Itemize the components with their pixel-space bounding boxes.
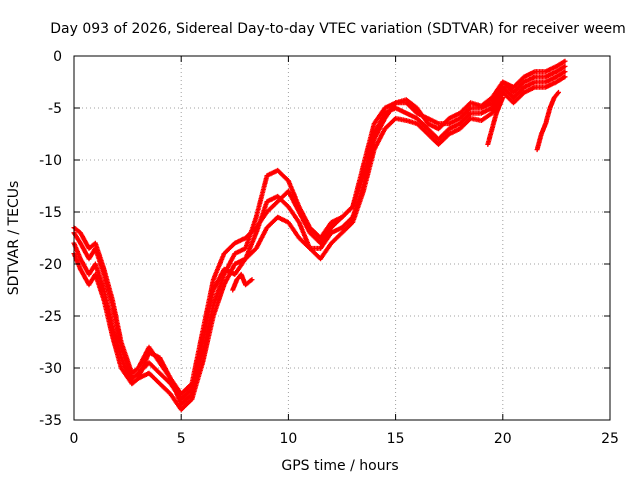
plot-frame (73, 55, 611, 421)
x-tick-label: 20 (494, 431, 512, 447)
x-axis-label: GPS time / hours (281, 458, 398, 474)
y-tick-label: -5 (48, 101, 62, 117)
y-tick-label: -15 (39, 205, 62, 221)
y-tick-label: -10 (39, 153, 62, 169)
x-tick-label: 10 (279, 431, 297, 447)
x-tick-label: 0 (70, 431, 79, 447)
y-tick-label: -25 (39, 309, 62, 325)
y-tick-label: 0 (53, 49, 62, 65)
x-axis-ticks: 0 5 10 15 20 25 (70, 56, 619, 447)
y-axis-ticks: 0 -5 -10 -15 -20 -25 -30 -35 (39, 49, 610, 429)
plot-area (71, 58, 568, 413)
data-series-6 (534, 89, 561, 153)
data-series-5 (485, 95, 506, 147)
x-tick-label: 5 (177, 431, 186, 447)
data-series-7 (230, 271, 255, 293)
x-tick-label: 15 (387, 431, 405, 447)
y-tick-label: -30 (39, 361, 62, 377)
y-axis-label: SDTVAR / TECUs (6, 181, 22, 296)
series-markers (534, 89, 561, 153)
series-markers (230, 271, 255, 293)
series-markers (485, 95, 506, 147)
chart-title: Day 093 of 2026, Sidereal Day-to-day VTE… (50, 21, 626, 37)
y-tick-label: -20 (39, 257, 62, 273)
y-tick-label: -35 (39, 413, 62, 429)
x-tick-label: 25 (601, 431, 619, 447)
